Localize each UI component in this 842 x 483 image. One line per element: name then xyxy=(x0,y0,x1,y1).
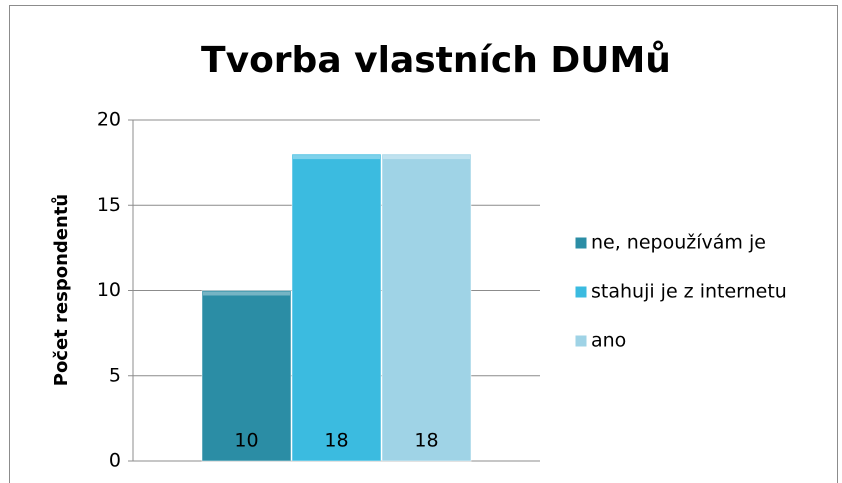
legend-label: stahuji je z internetu xyxy=(591,281,787,303)
bar-shade xyxy=(293,155,380,160)
bar xyxy=(381,153,472,462)
y-tick-label: 5 xyxy=(109,364,121,386)
bar xyxy=(201,290,292,462)
data-label: 18 xyxy=(414,430,438,452)
y-axis-label: Počet respondentů xyxy=(50,194,72,387)
y-tick-label: 20 xyxy=(97,109,121,131)
legend-swatch xyxy=(574,236,588,250)
legend-label: ne, nepoužívám je xyxy=(591,232,766,254)
bar-shade xyxy=(203,291,290,296)
data-label: 18 xyxy=(324,430,348,452)
y-tick-label: 15 xyxy=(97,194,121,216)
legend-swatch xyxy=(574,334,588,348)
bar-shade xyxy=(383,155,470,160)
legend-swatch xyxy=(574,285,588,299)
data-label: 10 xyxy=(234,430,258,452)
bar xyxy=(291,153,382,462)
y-tick-label: 0 xyxy=(109,450,121,472)
chart-title: Tvorba vlastních DUMů xyxy=(201,40,671,81)
legend-label: ano xyxy=(591,330,626,352)
y-tick-label: 10 xyxy=(97,279,121,301)
